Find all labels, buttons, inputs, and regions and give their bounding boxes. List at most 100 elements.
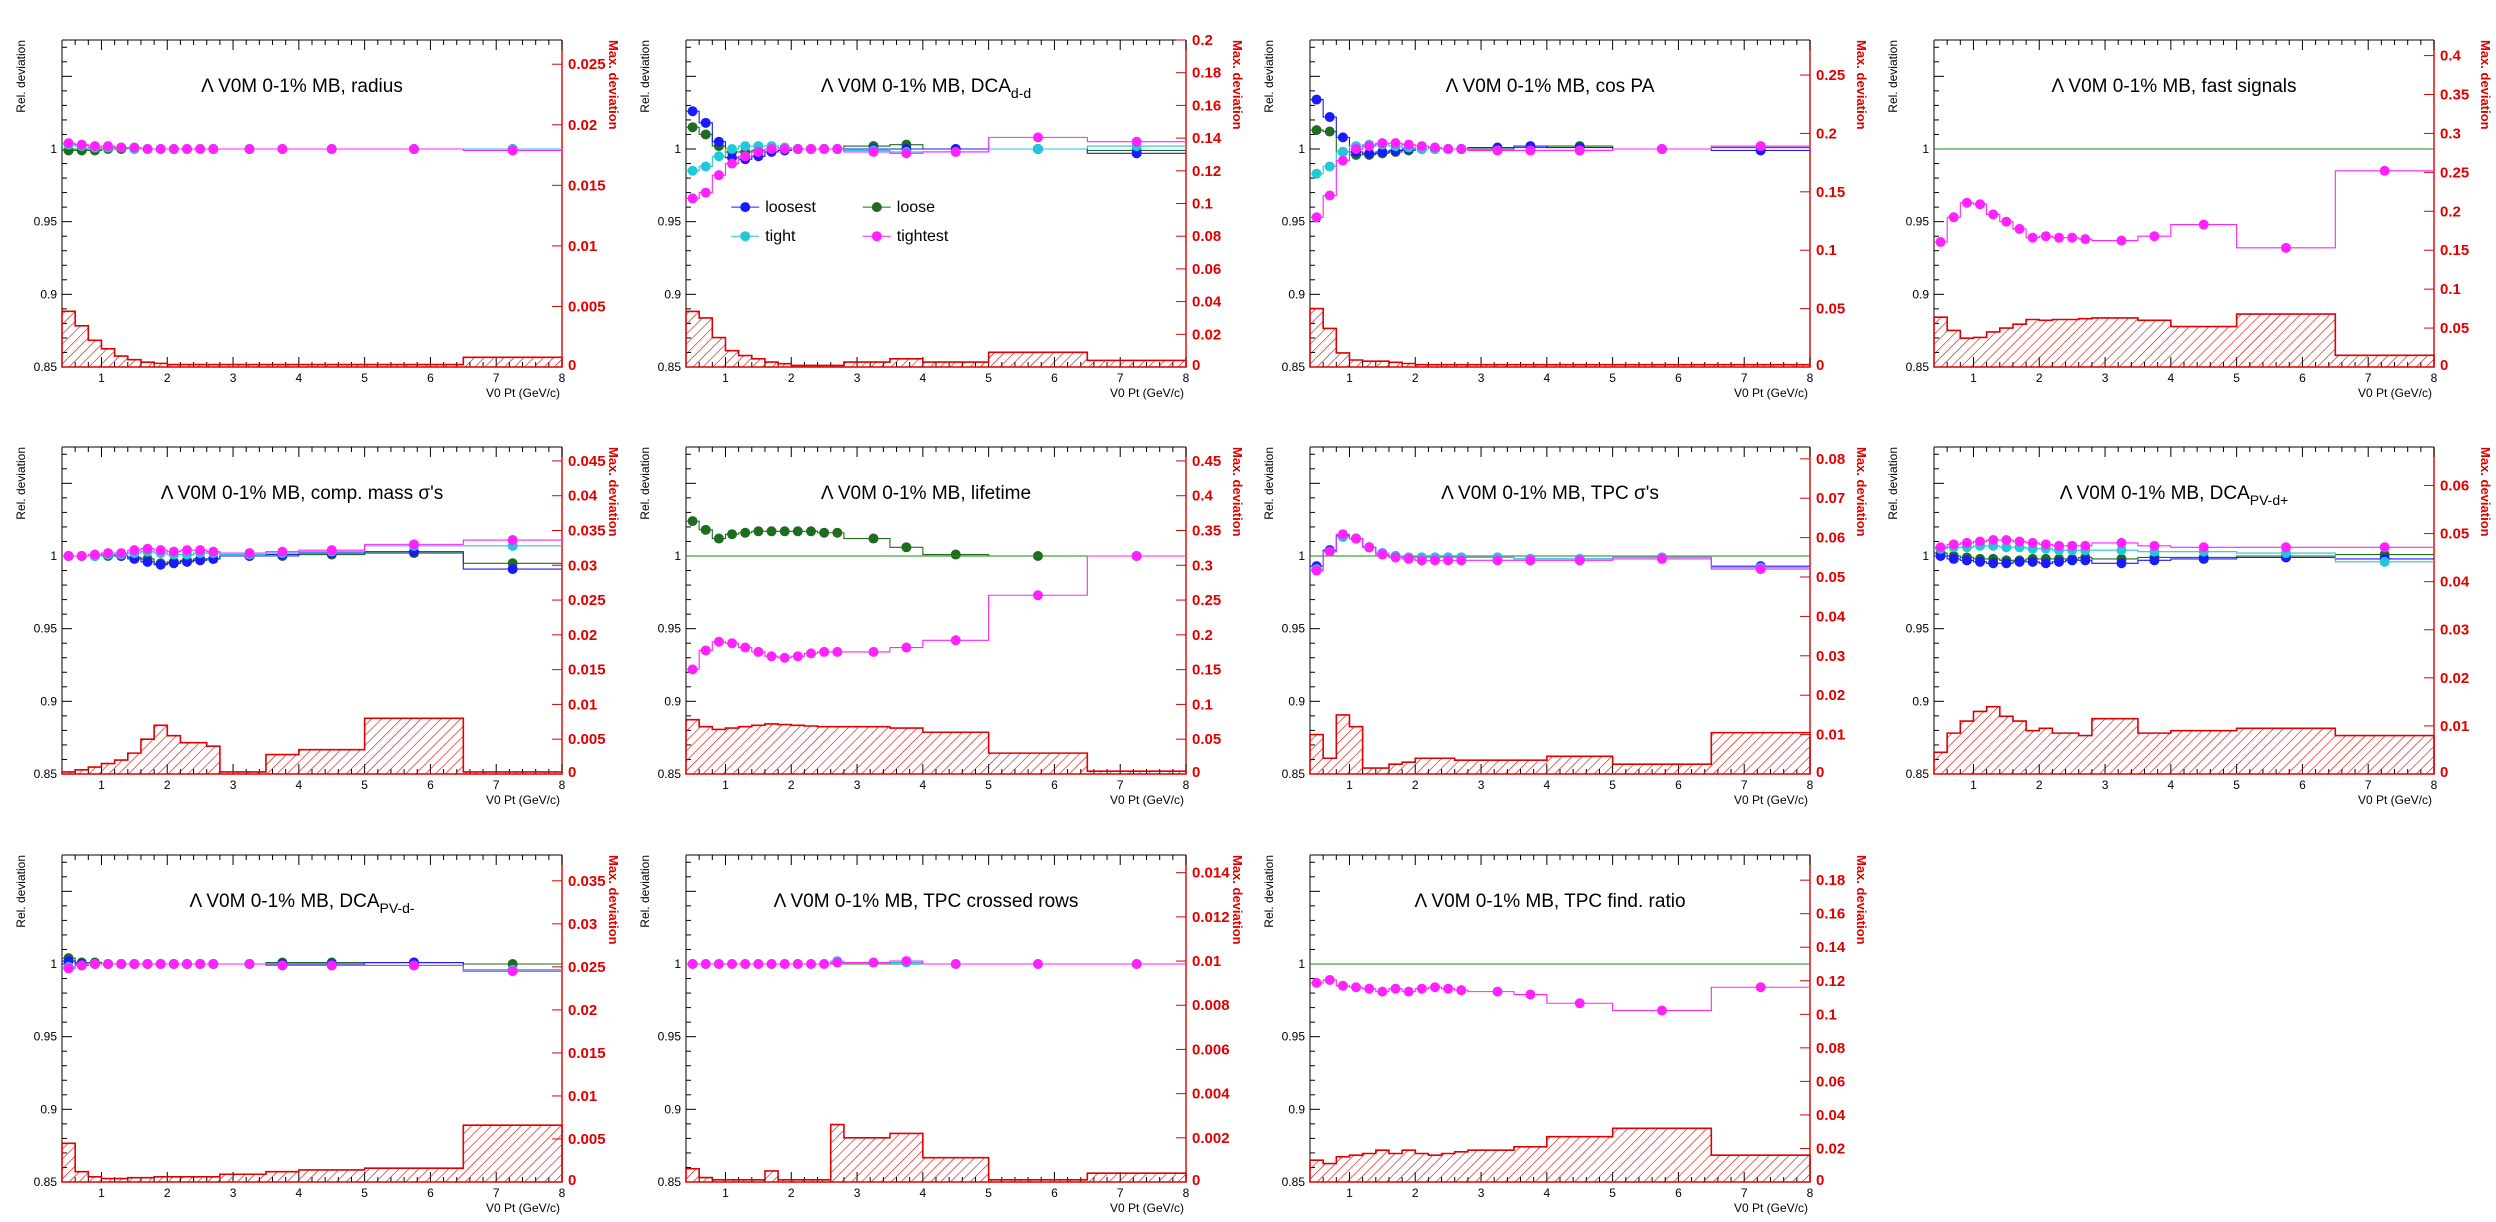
x-tick-label: 4 — [295, 1186, 302, 1200]
series-step-loosest — [1934, 555, 2434, 564]
point-tightest — [89, 959, 100, 969]
point-tightest — [116, 959, 127, 969]
x-tick-label: 2 — [2036, 778, 2043, 792]
point-tightest — [819, 959, 830, 969]
max-deviation-histogram — [1309, 714, 1811, 775]
x-tick-label: 5 — [2233, 778, 2240, 792]
y2-tick-label: 0.025 — [568, 592, 606, 609]
point-tightest — [766, 651, 777, 662]
x-tick-label: 5 — [1609, 371, 1616, 385]
point-loose — [806, 526, 816, 537]
point-loosest — [168, 558, 179, 569]
point-tightest — [2001, 535, 2012, 546]
x-axis-title: V0 Pt (GeV/c) — [1734, 1201, 1808, 1215]
legend-marker-tight — [740, 231, 751, 242]
point-tightest — [1403, 553, 1414, 564]
y2-tick-label: 0.012 — [1192, 909, 1230, 926]
point-loose — [687, 122, 698, 133]
point-loosest — [2080, 555, 2091, 566]
point-tightest — [103, 548, 114, 559]
panel-1: 1 2 3 4 5 6 7 8 0.85 0.9 0.95 1 0.005 0.01 0.015 0.02 0.… — [0, 0, 624, 407]
point-tightest — [1430, 142, 1440, 153]
point-tightest — [129, 142, 140, 153]
point-tightest — [1656, 553, 1667, 564]
point-tightest — [1456, 555, 1467, 566]
x-tick-label: 3 — [2102, 371, 2109, 385]
point-tightest — [408, 539, 419, 550]
y2-tick-label: 0.06 — [1816, 530, 1845, 547]
y2-tick-label: 0.15 — [1192, 662, 1221, 679]
x-tick-label: 5 — [2233, 371, 2240, 385]
y-axis-title: Rel. deviation — [638, 447, 652, 520]
max-deviation-histogram — [685, 1123, 1187, 1183]
x-tick-label: 1 — [722, 1186, 729, 1200]
series-step-tightest — [686, 555, 1186, 670]
point-loosest — [155, 559, 166, 570]
y2-tick-label: 0.005 — [568, 731, 606, 748]
point-tightest — [2054, 232, 2064, 243]
y2-tick-label: 0.02 — [1816, 1140, 1845, 1157]
y2-tick-label: 0.25 — [1192, 592, 1221, 609]
y-axis-title: Rel. deviation — [638, 855, 652, 928]
x-tick-label: 6 — [427, 371, 434, 385]
x-tick-label: 8 — [1807, 371, 1814, 385]
x-tick-label: 7 — [1741, 371, 1748, 385]
point-tightest — [700, 959, 711, 969]
point-tightest — [2001, 216, 2012, 227]
y-tick-label: 0.9 — [664, 694, 681, 708]
point-tightest — [168, 959, 179, 969]
x-axis-title: V0 Pt (GeV/c) — [486, 386, 560, 400]
x-tick-label: 8 — [1183, 1186, 1190, 1200]
y2-tick-label: 0.02 — [568, 627, 597, 644]
point-tightest — [326, 144, 337, 154]
panel-svg: 1 2 3 4 5 6 7 8 0.85 0.9 0.95 1 0.02 0.04 0.06 0.08 0.1 0… — [638, 32, 1245, 400]
point-tightest — [182, 545, 192, 556]
x-tick-label: 2 — [788, 371, 795, 385]
y-tick-label: 1 — [50, 549, 57, 563]
point-tightest — [1311, 977, 1322, 988]
y2-tick-label: 0.015 — [568, 662, 606, 679]
y-tick-label: 0.9 — [40, 694, 57, 708]
y2-tick-label: 0.3 — [2440, 125, 2461, 142]
y-tick-label: 0.9 — [664, 1102, 681, 1116]
x-tick-label: 1 — [1346, 778, 1353, 792]
y2-tick-label: 0.25 — [1816, 67, 1845, 84]
y2-axis-title: Max. deviation — [2478, 40, 2493, 130]
y2-tick-label: 0.3 — [1192, 557, 1213, 574]
x-tick-label: 5 — [361, 371, 368, 385]
point-tightest — [1416, 555, 1427, 566]
x-tick-label: 7 — [493, 371, 500, 385]
point-tightest — [1574, 145, 1585, 156]
x-tick-label: 4 — [919, 778, 926, 792]
y2-axis-title: Max. deviation — [2478, 447, 2493, 537]
point-tightest — [700, 187, 711, 198]
y2-tick-label: 0 — [1816, 764, 1824, 781]
y2-tick-label: 0.08 — [1816, 451, 1845, 468]
y2-tick-label: 0.18 — [1192, 65, 1221, 82]
y2-tick-label: 0.08 — [1816, 1040, 1845, 1057]
x-tick-label: 6 — [1675, 1186, 1682, 1200]
point-tightest — [1403, 986, 1414, 997]
y-tick-label: 0.95 — [658, 622, 682, 636]
y2-tick-label: 0.05 — [1192, 731, 1221, 748]
point-tightest — [408, 960, 419, 971]
x-tick-label: 6 — [1051, 1186, 1058, 1200]
y2-tick-label: 0.014 — [1192, 865, 1230, 882]
point-tightest — [1364, 542, 1375, 553]
point-loosest — [2001, 558, 2012, 569]
x-tick-label: 5 — [985, 1186, 992, 1200]
x-axis-title: V0 Pt (GeV/c) — [1734, 793, 1808, 807]
legend-label-loose: loose — [897, 199, 935, 216]
x-tick-label: 1 — [1970, 371, 1977, 385]
point-loose — [727, 529, 738, 540]
point-loosest — [2067, 555, 2078, 566]
point-tightest — [806, 648, 816, 659]
point-tightest — [208, 546, 219, 557]
series-step-tightest — [62, 539, 562, 557]
y2-axis-title: Max. deviation — [606, 447, 621, 537]
point-tightest — [727, 959, 738, 969]
point-tightest — [1390, 983, 1401, 994]
point-tight — [1311, 168, 1322, 179]
legend-marker-loose — [871, 202, 882, 213]
point-tightest — [1525, 555, 1536, 566]
